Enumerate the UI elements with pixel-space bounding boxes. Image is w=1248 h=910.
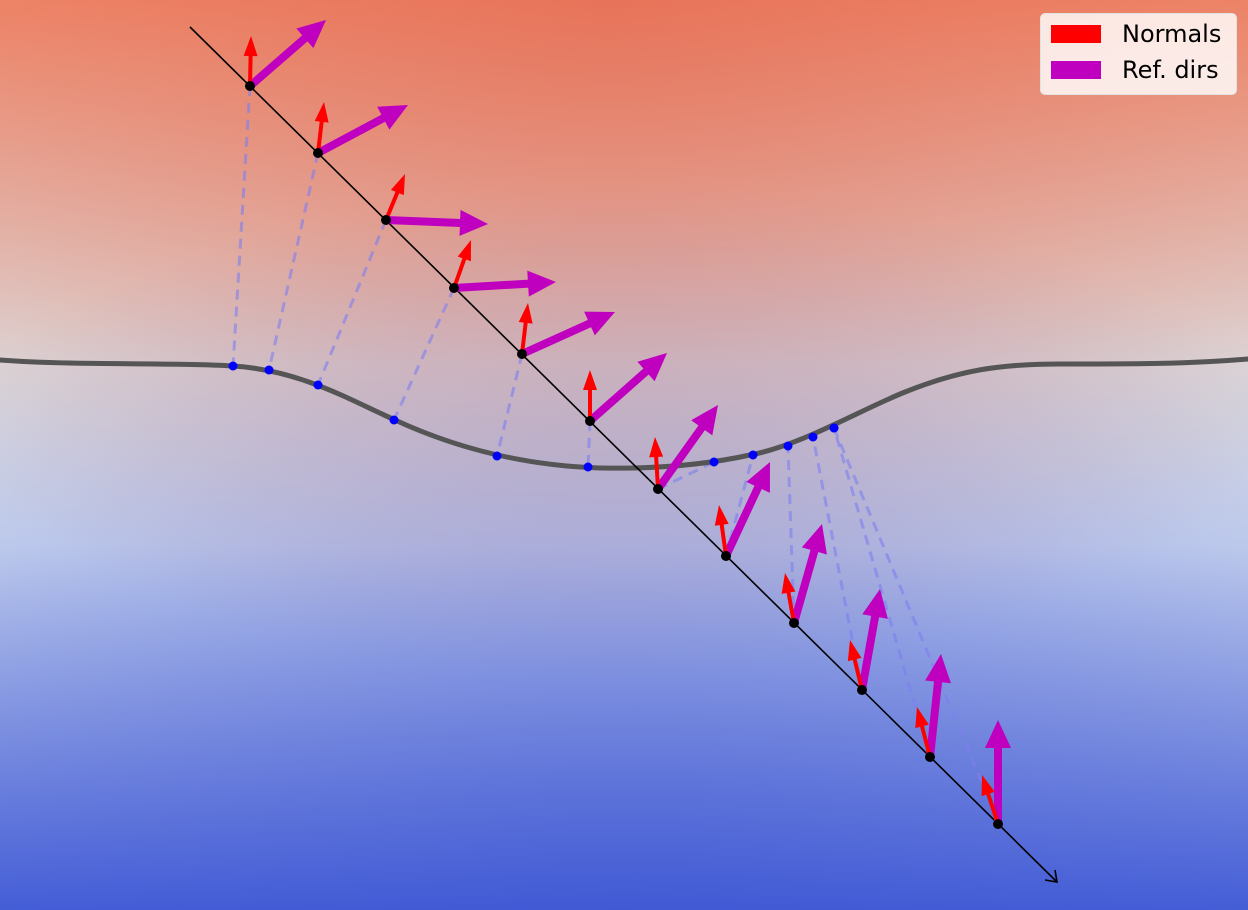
ref-dir-arrow-10-head [862,589,888,619]
connector-6 [586,420,592,468]
legend-entry-normals: Normals [1051,19,1221,49]
surface-point-6 [583,462,593,472]
ref-dir-arrow-9-head [801,524,827,555]
sample-point-6 [585,416,595,426]
normal-arrow-9-shaft [786,591,796,624]
red-bar-swatch-icon [1051,25,1101,43]
connector-3 [316,219,388,386]
normal-arrow-4-shaft [452,257,467,289]
normal-arrow-10-shaft [852,658,864,691]
normal-arrow-10-head [847,640,862,662]
ref-dir-arrow-3-shaft [385,216,462,227]
normal-arrow-8-shaft [719,523,728,557]
normal-arrow-12-shaft [985,792,1000,825]
sample-point-9 [789,618,799,628]
normal-arrow-6-head [583,370,597,390]
sample-point-3 [381,215,391,225]
sample-point-8 [721,551,731,561]
arrow-layer [243,20,1011,825]
ray-line [189,26,1058,883]
surface-point-1 [228,361,238,371]
ray-arrowhead [1044,869,1058,883]
normal-arrow-11-shaft [919,724,932,758]
sample-point-11 [925,752,935,762]
sample-point-12 [993,819,1003,829]
connector-5 [495,353,524,457]
surface-point-12 [829,423,839,433]
normal-arrow-3-head [390,174,405,196]
sample-point-2 [313,148,323,158]
ref-dir-arrow-6-head [637,353,667,382]
surface-point-7 [709,457,719,467]
connector-12 [832,427,987,791]
legend-label-ref-dirs: Ref. dirs [1122,56,1219,84]
sample-point-4 [449,283,459,293]
ref-dir-arrow-2-head [377,105,408,130]
normal-arrow-8-head [714,505,729,526]
normal-arrow-1-head [243,36,258,57]
ref-dir-arrow-11-shaft [926,680,943,758]
sample-point-7 [653,484,663,494]
surface-point-9 [783,441,793,451]
connector-11 [832,427,932,758]
normal-arrow-4-head [457,240,471,262]
connector-4 [392,287,456,421]
surface-point-10 [808,432,818,442]
ref-dir-arrow-6-shaft [587,367,650,424]
ref-dir-arrow-5-head [584,311,615,336]
sample-point-1 [245,81,255,91]
sample-point-5 [517,349,527,359]
normal-arrow-11-head [915,707,929,729]
ref-dir-arrow-4-head [527,270,556,297]
normal-arrow-5-shaft [520,321,528,355]
ref-dir-arrow-7-shaft [654,424,706,492]
connector-7 [657,460,715,491]
ref-dir-arrow-10-shaft [858,614,880,691]
ref-dir-arrow-11-head [925,654,951,684]
surface-point-2 [264,365,274,375]
connector-1 [231,85,252,367]
ref-dir-arrow-9-shaft [790,548,819,625]
normal-arrow-9-head [781,573,796,594]
ref-dir-arrow-5-shaft [520,319,593,358]
ref-dir-arrow-7-head [691,405,718,436]
normal-arrow-12-head [981,775,995,797]
normal-arrow-2-head [314,102,329,123]
surface-point-8 [748,450,758,460]
ref-dir-arrow-8-shaft [722,484,763,558]
ref-dir-arrow-2-shaft [316,114,387,157]
ref-dir-arrow-1-shaft [247,34,309,90]
ref-dir-arrow-4-shaft [453,279,530,292]
connector-2 [267,152,320,371]
ref-dir-arrow-1-head [296,20,326,49]
ref-dir-arrow-8-head [746,462,770,493]
normal-arrow-7-head [649,437,664,458]
point-layer [228,81,1003,829]
ref-dir-arrow-3-head [459,209,488,236]
ray-layer [189,26,1058,883]
normal-arrow-2-shaft [316,120,324,154]
normal-arrow-1-shaft [248,54,253,87]
connector-9 [786,445,796,624]
sample-point-10 [857,685,867,695]
legend-label-normals: Normals [1122,20,1222,48]
normal-arrow-3-shaft [384,190,400,221]
legend-entry-ref-dirs: Ref. dirs [1051,55,1219,85]
magenta-bar-swatch-icon [1051,61,1101,79]
legend: Normals Ref. dirs [1040,13,1237,95]
normal-arrow-5-head [518,303,533,324]
ref-dir-arrow-12-head [985,720,1011,748]
surface-point-3 [313,380,323,390]
surface-point-5 [492,451,502,461]
normal-arrow-7-shaft [654,455,660,490]
surface-point-4 [389,415,399,425]
